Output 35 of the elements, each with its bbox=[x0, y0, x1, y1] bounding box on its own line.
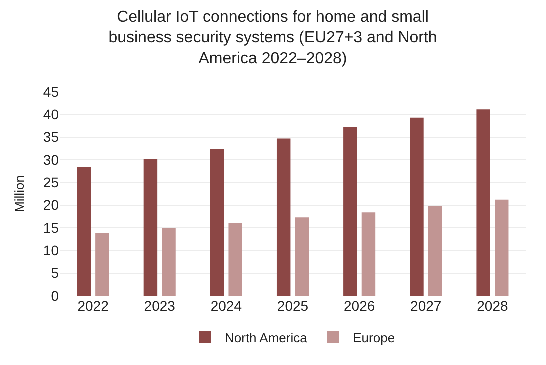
y-axis-title: Million bbox=[12, 176, 27, 212]
x-tick-label: 2028 bbox=[477, 298, 508, 314]
y-tick-label: 40 bbox=[43, 106, 60, 123]
legend-label: Europe bbox=[353, 330, 396, 346]
y-tick-label: 30 bbox=[43, 152, 60, 168]
bar bbox=[210, 149, 224, 296]
bar bbox=[144, 160, 158, 296]
legend-label: North America bbox=[225, 330, 308, 346]
y-tick-label: 15 bbox=[43, 220, 60, 236]
bar bbox=[96, 232, 110, 296]
x-tick-label: 2027 bbox=[410, 298, 442, 314]
bar bbox=[162, 228, 176, 296]
bar bbox=[495, 200, 509, 296]
y-tick-label: 20 bbox=[43, 197, 60, 214]
bar bbox=[362, 212, 376, 296]
x-tick-label: 2026 bbox=[344, 298, 376, 314]
chart-title: Cellular IoT connections for home and small business security systems (EU27+3 and North America 2022–2028) bbox=[108, 8, 438, 68]
y-tick-label: 25 bbox=[43, 174, 60, 191]
y-tick-label: 5 bbox=[51, 265, 60, 282]
x-tick-label: 2025 bbox=[277, 298, 309, 314]
x-tick-label: 2024 bbox=[210, 298, 242, 314]
x-tick-label: 2023 bbox=[144, 298, 176, 314]
bar bbox=[295, 218, 310, 296]
y-tick-label: 45 bbox=[43, 84, 60, 100]
x-tick-label: 2022 bbox=[78, 298, 110, 314]
y-tick-label: 35 bbox=[43, 129, 60, 146]
y-tick-label: 10 bbox=[43, 242, 60, 259]
bar bbox=[228, 223, 242, 296]
bar bbox=[77, 167, 91, 296]
bar bbox=[410, 118, 424, 296]
y-tick-label: 0 bbox=[51, 288, 60, 304]
bar bbox=[276, 138, 291, 296]
bar bbox=[344, 127, 358, 296]
bar bbox=[428, 206, 442, 296]
bar bbox=[476, 110, 490, 296]
